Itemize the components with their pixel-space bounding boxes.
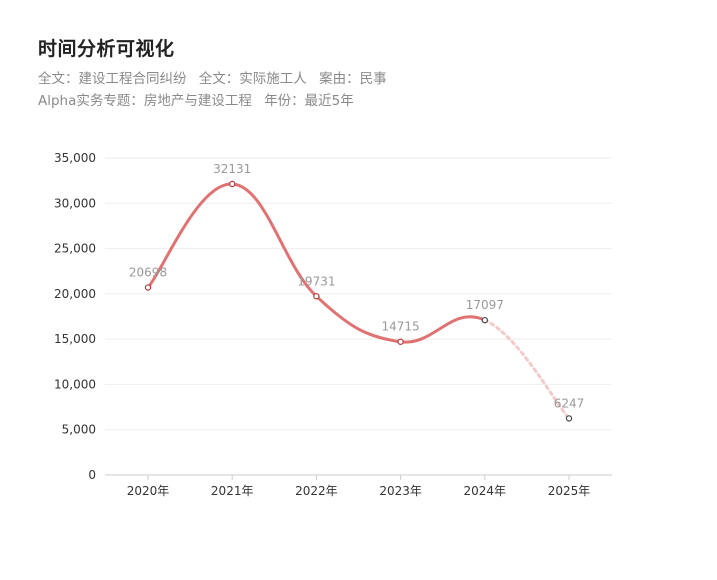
y-tick-label: 0 xyxy=(88,468,96,482)
data-point xyxy=(313,293,320,300)
x-tick-label: 2020年 xyxy=(127,484,170,498)
data-point xyxy=(565,415,573,422)
filter-year: 年份：最近5年 xyxy=(264,93,354,109)
data-label: 19731 xyxy=(297,274,335,288)
y-tick-label: 20,000 xyxy=(54,287,96,301)
data-label: 17097 xyxy=(466,298,504,312)
data-point xyxy=(397,338,404,345)
data-label: 14715 xyxy=(382,320,420,334)
filter-cause: 案由：民事 xyxy=(319,71,387,87)
x-tick-label: 2021年 xyxy=(211,484,254,498)
y-tick-label: 25,000 xyxy=(54,242,96,256)
data-label: 20698 xyxy=(129,266,167,280)
data-point xyxy=(228,180,236,188)
y-tick-label: 30,000 xyxy=(54,196,96,210)
y-tick-label: 5,000 xyxy=(62,423,96,437)
y-tick-label: 35,000 xyxy=(54,151,96,165)
projection-line xyxy=(483,318,571,420)
y-tick-label: 15,000 xyxy=(54,332,96,346)
data-point xyxy=(144,284,152,291)
page-title: 时间分析可视化 xyxy=(38,38,175,60)
filter-fulltext-contract: 全文：建设工程合同纠纷 xyxy=(38,71,187,87)
data-label: 6247 xyxy=(554,396,585,410)
x-tick-label: 2022年 xyxy=(295,484,338,498)
filter-alpha-topic: Alpha实务专题：房地产与建设工程 xyxy=(38,93,252,109)
x-tick-label: 2023年 xyxy=(379,484,422,498)
x-tick-label: 2024年 xyxy=(464,484,507,498)
y-tick-label: 10,000 xyxy=(54,377,96,391)
filter-summary: 全文：建设工程合同纠纷 全文：实际施工人 案由：民事 Alpha实务专题：房地产… xyxy=(38,68,558,112)
data-label: 32131 xyxy=(213,162,251,176)
series-line xyxy=(146,182,487,344)
x-tick-label: 2025年 xyxy=(548,484,591,498)
filter-fulltext-builder: 全文：实际施工人 xyxy=(198,71,307,87)
data-point xyxy=(481,316,488,324)
